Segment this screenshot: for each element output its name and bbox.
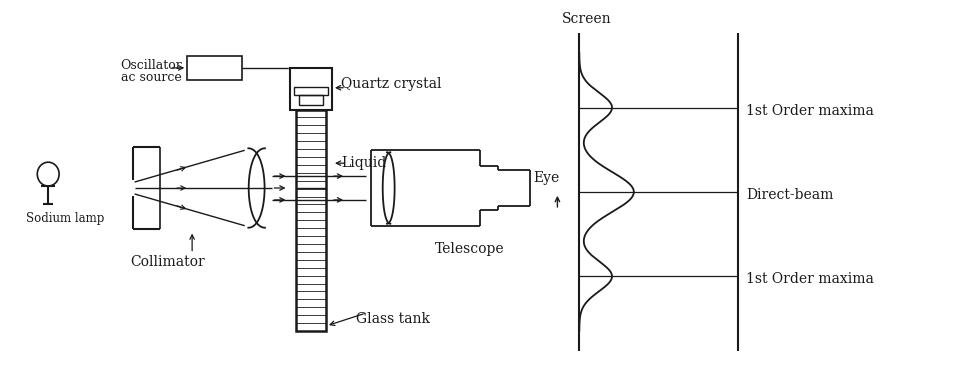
Bar — [188, 56, 242, 80]
Text: Screen: Screen — [562, 12, 611, 26]
Text: ac source: ac source — [121, 71, 182, 84]
Text: Eye: Eye — [534, 171, 560, 185]
Text: Direct-beam: Direct-beam — [746, 188, 834, 202]
Text: Quartz crystal: Quartz crystal — [341, 77, 441, 91]
Text: 1st Order maxima: 1st Order maxima — [746, 272, 874, 286]
Text: Oscillator: Oscillator — [121, 59, 183, 72]
Bar — [295, 87, 328, 95]
Bar — [300, 95, 323, 105]
Text: Collimator: Collimator — [130, 256, 205, 270]
Bar — [297, 110, 326, 331]
Text: Telescope: Telescope — [435, 242, 505, 256]
Bar — [290, 68, 332, 110]
Text: Sodium lamp: Sodium lamp — [27, 212, 104, 225]
Text: 1st Order maxima: 1st Order maxima — [746, 104, 874, 118]
Text: Liquid: Liquid — [341, 156, 387, 170]
Text: Glass tank: Glass tank — [356, 312, 430, 326]
